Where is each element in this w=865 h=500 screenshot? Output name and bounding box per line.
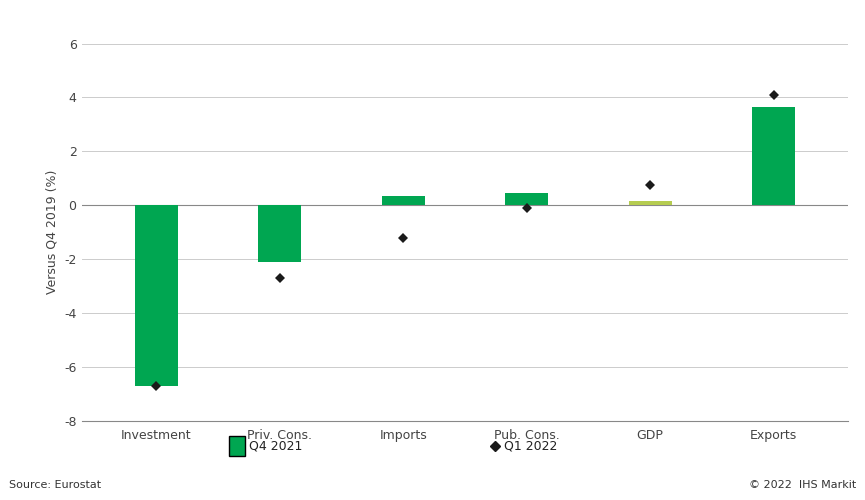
Text: Source: Eurostat: Source: Eurostat [9, 480, 101, 490]
Bar [505, 193, 548, 205]
Text: Recovery in eurozone domestic demand lagging: Recovery in eurozone domestic demand lag… [9, 14, 444, 29]
Text: Q1 2022: Q1 2022 [504, 440, 558, 452]
Bar [135, 206, 178, 386]
Bar [752, 107, 795, 206]
Text: Q4 2021: Q4 2021 [249, 440, 303, 452]
Bar [258, 206, 301, 262]
FancyBboxPatch shape [229, 436, 245, 456]
Bar [629, 201, 672, 205]
Text: © 2022  IHS Markit: © 2022 IHS Markit [749, 480, 856, 490]
Bar [381, 196, 425, 205]
Y-axis label: Versus Q4 2019 (%): Versus Q4 2019 (%) [46, 170, 59, 294]
